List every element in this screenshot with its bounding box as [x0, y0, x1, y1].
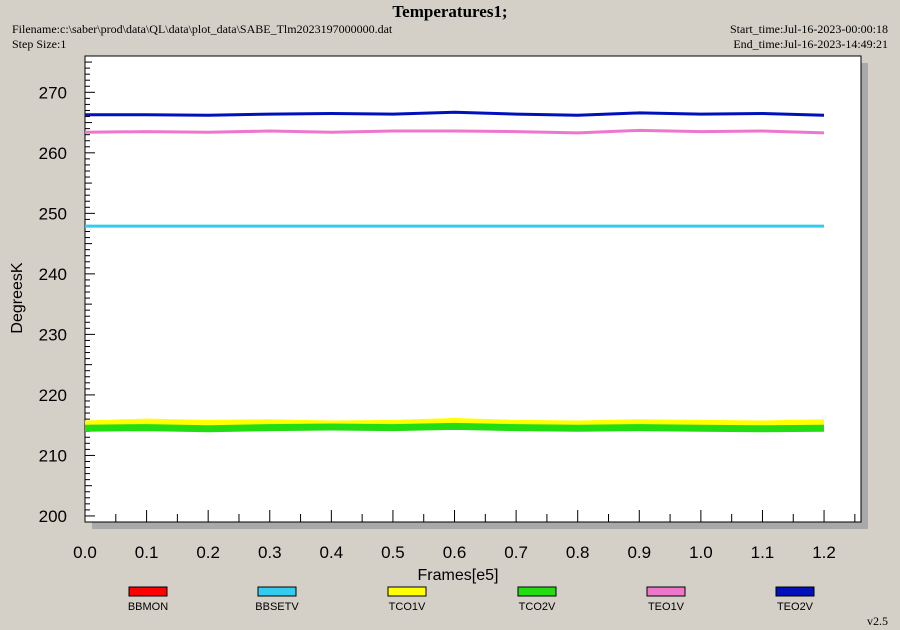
- y-tick-label: 270: [39, 83, 67, 102]
- x-tick-label: 0.3: [258, 543, 282, 562]
- series-layer: [84, 110, 825, 433]
- y-tick-label: 230: [39, 325, 67, 344]
- legend-swatch-bbsetv: [257, 586, 297, 597]
- legend-label-tco1v: TCO1V: [389, 601, 426, 613]
- legend-label-teo1v: TEO1V: [648, 601, 685, 613]
- legend-label-teo2v: TEO2V: [777, 601, 814, 613]
- version-label: v2.5: [867, 614, 888, 628]
- legend-swatch-tco2v: [517, 586, 557, 597]
- x-tick-label: 1.0: [689, 543, 713, 562]
- y-tick-label: 250: [39, 204, 67, 223]
- x-axis-label: Frames[e5]: [418, 567, 499, 584]
- x-tick-label: 0.9: [627, 543, 651, 562]
- legend-swatch-teo2v: [775, 586, 815, 597]
- x-tick-label: 0.6: [443, 543, 467, 562]
- series-line-teo2v: [85, 110, 825, 117]
- filename-label: Filename:c:\saber\prod\data\QL\data\plot…: [12, 22, 393, 36]
- x-tick-label: 0.5: [381, 543, 405, 562]
- x-tick-label: 0.0: [73, 543, 97, 562]
- y-tick-label: 240: [39, 265, 67, 284]
- legend-label-bbmon: BBMON: [128, 601, 168, 613]
- legend-swatch-teo1v: [646, 586, 686, 597]
- end-time-label: End_time:Jul-16-2023-14:49:21: [733, 37, 888, 51]
- plot-area: [84, 55, 862, 523]
- legend: BBMON BBSETV TCO1V TCO2V TEO1V TEO2V: [128, 586, 815, 613]
- legend-label-bbsetv: BBSETV: [255, 601, 299, 613]
- x-tick-label: 1.2: [812, 543, 836, 562]
- y-tick-label: 200: [39, 507, 67, 526]
- series-line-tco2v: [84, 422, 825, 433]
- step-size-label: Step Size:1: [12, 37, 67, 51]
- axes: 200 210 220 230 240 250 260 270 0.0 0.1 0.2 0.3 0.4 0…: [39, 55, 856, 562]
- legend-swatch-bbmon: [128, 586, 168, 597]
- x-tick-label: 1.1: [751, 543, 775, 562]
- x-tick-label: 0.4: [320, 543, 344, 562]
- x-tick-label: 0.1: [135, 543, 159, 562]
- y-axis-label: DegreesK: [9, 262, 26, 333]
- x-tick-label: 0.8: [566, 543, 590, 562]
- y-tick-label: 260: [39, 144, 67, 163]
- x-tick-label: 0.2: [196, 543, 220, 562]
- y-tick-label: 220: [39, 386, 67, 405]
- series-line-teo1v: [84, 128, 825, 135]
- x-tick-label: 0.7: [504, 543, 528, 562]
- y-tick-label: 210: [39, 446, 67, 465]
- legend-label-tco2v: TCO2V: [519, 601, 556, 613]
- chart-title: Temperatures1;: [392, 2, 508, 21]
- series-line-tco1v: [84, 417, 825, 428]
- start-time-label: Start_time:Jul-16-2023-00:00:18: [730, 22, 888, 36]
- legend-swatch-tco1v: [387, 586, 427, 597]
